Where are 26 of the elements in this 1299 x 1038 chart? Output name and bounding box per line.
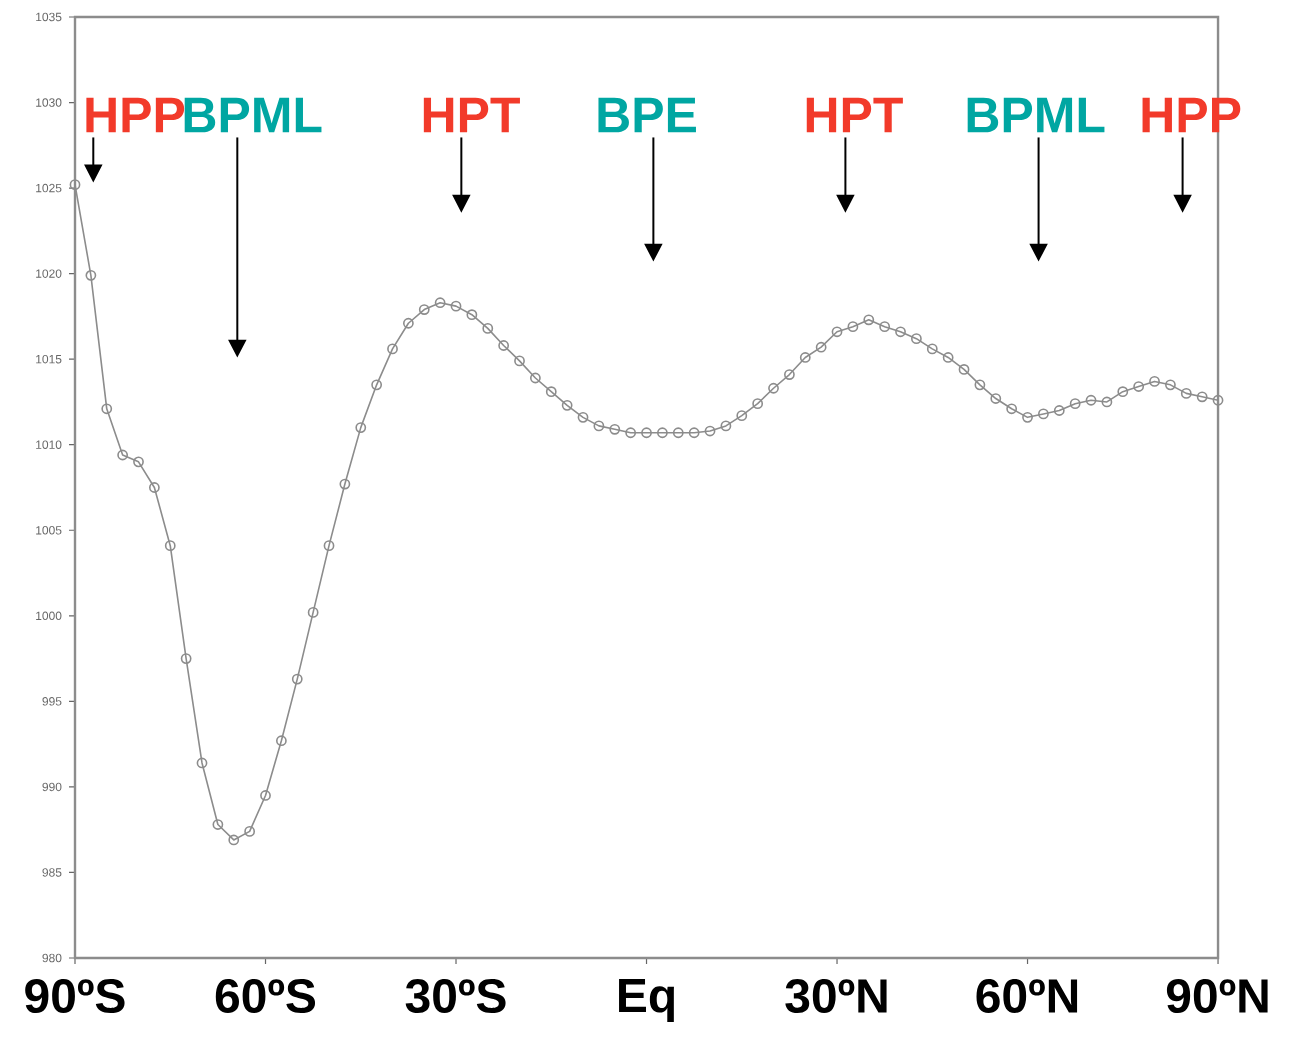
annotation: BPML — [967, 97, 1105, 133]
y-tick-label: 980 — [42, 953, 62, 963]
annotation: HPP — [86, 97, 185, 133]
y-tick-label: 1035 — [36, 12, 62, 22]
y-tick-label: 1005 — [36, 526, 62, 535]
y-tick-label: 1000 — [36, 611, 62, 621]
annotation: BPML — [184, 97, 322, 133]
y-tick-label: 1020 — [36, 269, 62, 278]
annotation: HPT — [423, 97, 520, 133]
x-tick-label: 90ºN — [1166, 979, 1268, 1014]
y-tick-label: 990 — [42, 782, 62, 792]
x-tick-label: 60ºN — [976, 979, 1078, 1014]
x-tick-label: 30ºN — [785, 979, 887, 1014]
y-tick-label: 1015 — [36, 354, 62, 364]
annotation: HPT — [806, 97, 903, 133]
y-tick-label: 1025 — [36, 183, 62, 193]
x-tick-label: 30ºS — [405, 979, 506, 1014]
y-tick-label: 1010 — [36, 440, 62, 449]
annotation: HPP — [1142, 97, 1241, 133]
annotation: BPE — [598, 97, 696, 133]
y-tick-label: 985 — [42, 868, 62, 877]
x-tick-label: Eq — [619, 979, 674, 1023]
y-tick-label: 1030 — [36, 98, 62, 107]
x-tick-label: 60ºS — [215, 979, 316, 1014]
y-tick-label: 995 — [42, 697, 62, 706]
x-tick-label: 90ºS — [25, 979, 125, 1014]
